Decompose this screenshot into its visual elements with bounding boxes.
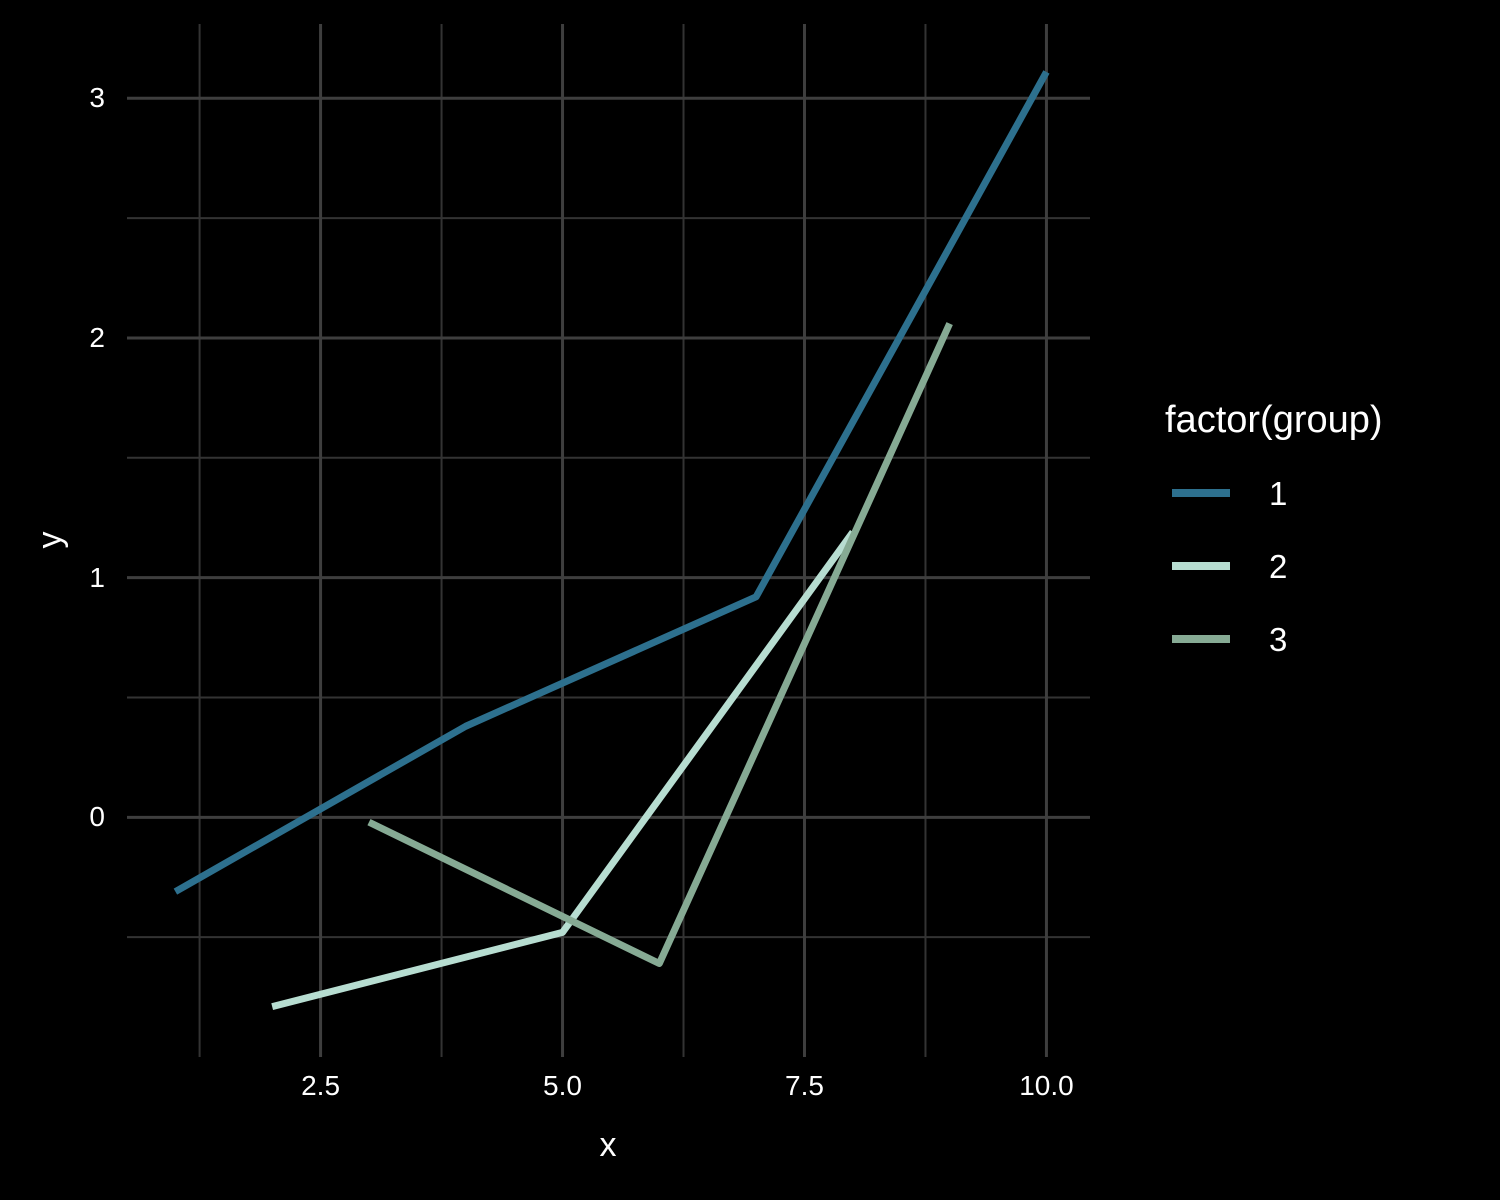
data-series-lines — [173, 70, 1050, 1011]
legend-key-row: 3 — [1165, 616, 1485, 662]
y-tick-label: 0 — [89, 801, 105, 833]
y-tick-label: 3 — [89, 82, 105, 114]
legend-title: factor(group) — [1165, 399, 1383, 441]
legend-key-swatch-3 — [1172, 635, 1230, 643]
legend-label: 3 — [1269, 620, 1288, 658]
legend: factor(group) 1 2 3 — [1165, 398, 1485, 689]
major-gridlines — [127, 24, 1090, 1057]
series-line-1 — [173, 70, 1050, 895]
x-tick-label: 5.0 — [543, 1070, 582, 1101]
legend-label: 2 — [1269, 547, 1288, 585]
x-tick-label: 7.5 — [785, 1070, 824, 1101]
legend-keys: 1 2 3 — [1165, 470, 1485, 662]
y-axis-title: y — [31, 531, 69, 549]
series-line-3 — [367, 322, 953, 968]
legend-label: 1 — [1269, 474, 1288, 512]
series-line-2 — [271, 530, 856, 1011]
legend-key-swatch-1 — [1172, 489, 1230, 497]
minor-gridlines — [127, 24, 1090, 1057]
x-tick-label: 10.0 — [1019, 1070, 1074, 1101]
x-tick-label: 2.5 — [301, 1070, 341, 1101]
legend-key-swatch-2 — [1172, 562, 1230, 570]
legend-key-row: 2 — [1165, 543, 1485, 589]
y-tick-label: 2 — [89, 321, 105, 353]
legend-key-row: 1 — [1165, 470, 1485, 516]
y-tick-label: 1 — [89, 561, 105, 593]
x-axis-title: x — [599, 1126, 617, 1164]
